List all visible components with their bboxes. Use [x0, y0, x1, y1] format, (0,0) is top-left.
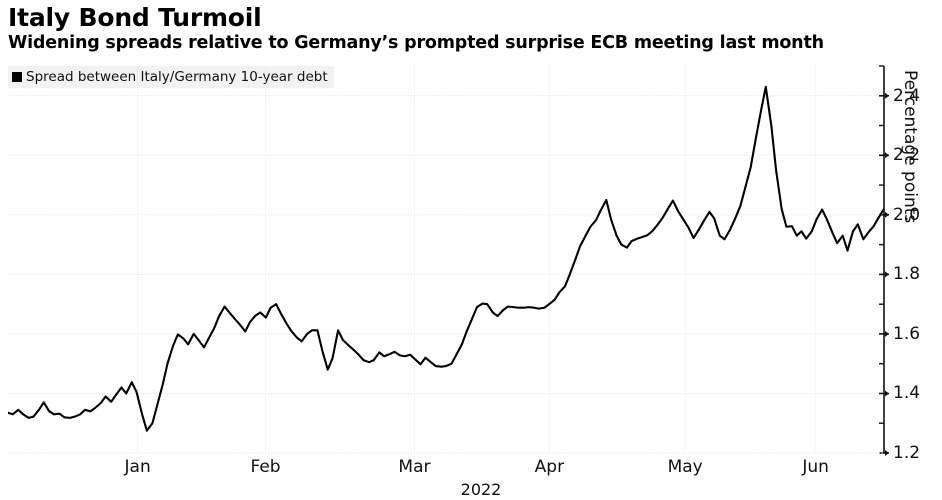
legend-item-label: Spread between Italy/Germany 10-year deb…	[26, 69, 328, 85]
y-axis-tick-1.4: 1.4	[893, 383, 921, 404]
y-axis-tick-2.4: 2.4	[893, 85, 921, 106]
y-axis-tick-1.8: 1.8	[893, 264, 921, 285]
x-axis-tick-may: May	[667, 457, 703, 477]
y-axis-title: Percentage points	[900, 70, 920, 224]
y-axis-tick-2.2: 2.2	[893, 145, 921, 166]
x-axis-title: 2022	[460, 480, 502, 499]
x-axis-tick-jun: Jun	[802, 457, 829, 477]
chart-subtitle: Widening spreads relative to Germany’s p…	[8, 33, 824, 53]
x-axis-tick-feb: Feb	[250, 457, 281, 477]
plot-area	[8, 66, 884, 453]
x-axis-tick-apr: Apr	[534, 457, 565, 477]
legend-swatch-icon	[12, 72, 22, 82]
x-axis-tick-mar: Mar	[398, 457, 431, 477]
x-axis-tick-jan: Jan	[124, 457, 151, 477]
series-line-spread	[8, 85, 884, 432]
y-axis-tick-1.6: 1.6	[893, 323, 921, 344]
y-axis-tick-1.2: 1.2	[893, 443, 921, 463]
chart-gridlines	[8, 66, 884, 453]
page-title: Italy Bond Turmoil	[8, 3, 262, 32]
y-axis-tick-2.0: 2.0	[893, 204, 921, 225]
chart-legend: Spread between Italy/Germany 10-year deb…	[8, 66, 334, 88]
